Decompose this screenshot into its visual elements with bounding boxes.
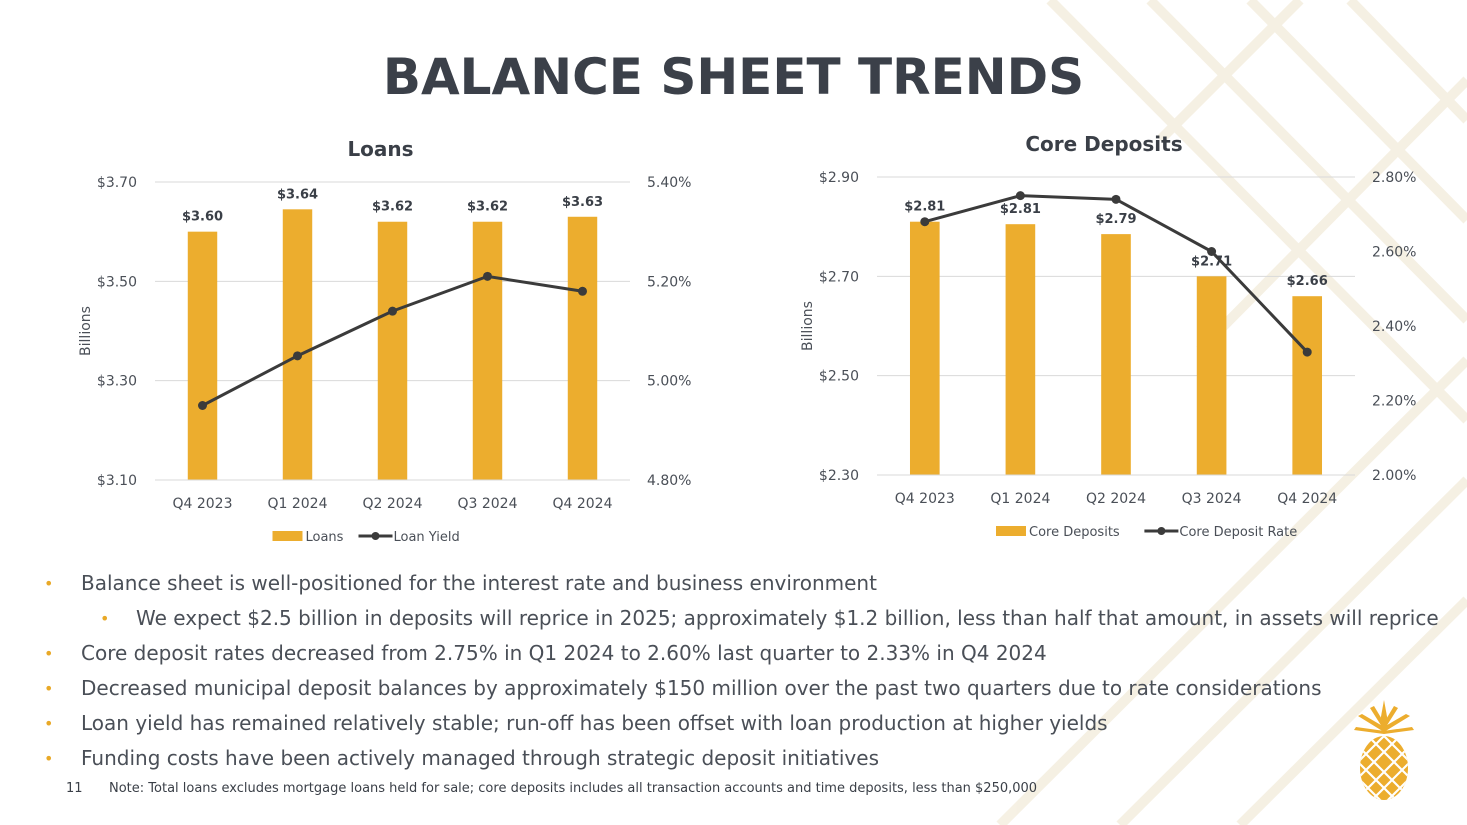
x-tick-label: Q3 2024 [1182,491,1242,507]
legend-swatch-point [371,532,380,540]
bar [909,221,940,475]
bullet-dot-icon: • [44,574,54,593]
slide-title: BALANCE SHEET TRENDS [382,48,1085,106]
bullet-text: We expect $2.5 billion in deposits will … [136,606,1439,630]
bar [187,231,218,480]
bullet-text: Loan yield has remained relatively stabl… [81,711,1108,735]
bullet-item: • Balance sheet is well-positioned for th… [44,566,1444,601]
bullet-item: • Decreased municipal deposit balances by… [44,671,1444,706]
bullet-dot-icon: • [44,714,54,733]
legend-swatch-point [1157,527,1166,535]
y2-tick-label: 5.20% [647,274,691,290]
y-tick-label: $2.50 [819,369,859,385]
bullet-sub-item: • We expect $2.5 billion in deposits will… [44,601,1444,636]
line-point [920,217,930,227]
x-tick-label: Q3 2024 [457,496,517,512]
bar [1196,276,1227,475]
page-number: 11 [66,781,83,796]
legend-label: Core Deposit Rate [1179,525,1297,540]
x-tick-label: Q4 2024 [1277,491,1337,507]
bullet-item: • Loan yield has remained relatively stab… [44,706,1444,741]
bar-data-label: $2.71 [1191,254,1232,269]
x-tick-label: Q1 2024 [990,491,1050,507]
bar-data-label: $2.81 [1000,202,1041,217]
core-deposits-chart: Core Deposits $2.90 $2.70 $2.50 $2.30 2.80% 2.… [795,125,1435,554]
y2-tick-label: 2.40% [1372,319,1416,335]
bar [1005,224,1036,475]
y2-tick-label: 5.40% [647,175,691,191]
bar [1292,296,1323,475]
chart-title: Loans [347,137,413,161]
bar-data-label: $3.60 [182,210,223,225]
bar [472,221,503,480]
line-point [388,306,397,316]
y2-tick-label: 5.00% [647,374,691,390]
line-point [483,271,492,281]
y-tick-label: $3.10 [97,473,137,489]
y2-tick-label: 4.80% [647,473,691,489]
bar-data-label: $3.62 [467,200,508,215]
y2-tick-label: 2.80% [1372,170,1416,186]
line-point [1302,347,1312,357]
y2-tick-label: 2.20% [1372,394,1416,410]
bar-data-label: $2.66 [1287,274,1328,289]
bullet-text: Decreased municipal deposit balances by … [81,676,1322,700]
line-point [198,401,207,410]
bullet-text: Balance sheet is well-positioned for the… [81,571,877,595]
y2-tick-label: 2.60% [1372,245,1416,261]
y-axis-title: Billions [800,301,816,351]
y-tick-label: $3.50 [97,274,137,290]
y-tick-label: $2.90 [819,170,859,186]
line-point [293,351,302,361]
bar-data-label: $2.79 [1095,212,1136,227]
loans-chart: Loans $3.70 $3.50 $3.30 $3.10 5.40% 5.20% 5.00%… [70,130,710,559]
y-tick-label: $2.70 [819,269,859,285]
bar-data-label: $3.63 [562,195,603,210]
x-tick-label: Q4 2023 [172,496,232,512]
bullet-list: • Balance sheet is well-positioned for th… [44,566,1444,776]
bar [282,209,313,481]
y-tick-label: $2.30 [819,468,859,484]
bullet-dot-icon: • [44,749,54,768]
bar-data-label: $3.62 [372,200,413,215]
legend-label: Loans [306,530,344,545]
pineapple-icon [1354,700,1414,800]
bullet-dot-icon: • [44,679,54,698]
bullet-item: • Funding costs have been actively manage… [44,741,1444,776]
x-tick-label: Q2 2024 [362,496,422,512]
core-deposits-chart-svg: Core Deposits $2.90 $2.70 $2.50 $2.30 2.80% 2.… [800,132,1416,540]
line-point [1207,247,1217,256]
legend-label: Loan Yield [394,530,460,545]
line-point [1111,194,1121,204]
x-tick-label: Q2 2024 [1086,491,1146,507]
y-tick-label: $3.30 [97,374,137,390]
x-tick-label: Q4 2023 [895,491,955,507]
loans-chart-svg: Loans $3.70 $3.50 $3.30 $3.10 5.40% 5.20% 5.00%… [78,137,691,545]
chart-title: Core Deposits [1025,132,1182,156]
line-point [578,286,587,296]
y2-tick-label: 2.00% [1372,468,1416,484]
bullet-dot-icon: • [100,609,110,628]
footnote: 11 Note: Total loans excludes mortgage lo… [66,781,1037,796]
x-tick-label: Q4 2024 [552,496,612,512]
bullet-text: Funding costs have been actively managed… [81,746,879,770]
y-axis-title: Billions [78,306,94,356]
legend-label: Core Deposits [1029,525,1120,540]
bullet-item: • Core deposit rates decreased from 2.75%… [44,636,1444,671]
legend-swatch-bar [996,526,1026,536]
line-point [1015,191,1025,201]
bar-data-label: $2.81 [904,200,945,215]
bar [377,221,408,480]
bar [1101,234,1131,475]
bullet-text: Core deposit rates decreased from 2.75% … [81,641,1047,665]
legend-swatch-bar [272,531,303,541]
x-tick-label: Q1 2024 [267,496,327,512]
bar [567,216,598,480]
bullet-dot-icon: • [44,644,54,663]
bar-data-label: $3.64 [277,187,318,202]
footnote-text: Note: Total loans excludes mortgage loan… [109,781,1038,796]
y-tick-label: $3.70 [97,175,137,191]
